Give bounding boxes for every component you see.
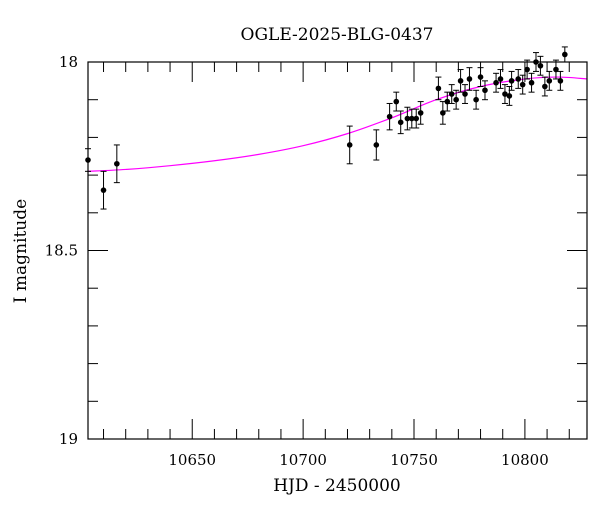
data-point-group (417, 101, 424, 125)
data-point (397, 119, 404, 126)
data-point (557, 78, 564, 84)
data-point (502, 91, 508, 97)
data-point (114, 160, 120, 167)
data-point-group (444, 91, 451, 112)
data-point (435, 85, 442, 92)
data-point (493, 79, 499, 86)
data-point (506, 93, 513, 99)
x-tick-label: 10650 (168, 451, 216, 469)
plot-frame (87, 61, 588, 440)
data-point (373, 142, 380, 148)
data-point-group (100, 170, 107, 210)
data-point (453, 96, 459, 103)
data-point-group (481, 80, 488, 101)
data-point (448, 91, 455, 97)
y-tick-label: 18.5 (45, 242, 78, 260)
data-point-group (413, 108, 420, 129)
data-point (508, 78, 515, 84)
x-tick-label: 10750 (390, 451, 438, 469)
data-point (477, 74, 484, 80)
data-point-group (404, 106, 411, 131)
data-point (462, 91, 468, 97)
data-point-group (477, 67, 484, 88)
data-point (515, 76, 522, 82)
data-point (473, 96, 479, 103)
data-point-group (497, 69, 504, 89)
data-point-group (462, 84, 469, 104)
y-axis-label: I magnitude (11, 199, 31, 303)
data-point-group (393, 91, 400, 112)
data-point (537, 62, 544, 69)
data-point (393, 98, 400, 105)
data-point (457, 78, 464, 84)
data-point-group (439, 101, 446, 125)
data-point-group (113, 144, 120, 184)
y-tick-label: 19 (59, 430, 78, 448)
y-tick-label: 18 (59, 53, 78, 71)
data-point (386, 113, 393, 120)
data-point (519, 81, 526, 88)
data-point-group (346, 125, 353, 165)
data-point-group (493, 72, 500, 93)
data-point-group (541, 76, 548, 97)
data-point-group (373, 129, 380, 161)
data-point-group (546, 70, 553, 91)
data-point-group (397, 110, 404, 135)
data-point-group (466, 67, 473, 91)
x-tick-label: 10700 (279, 451, 327, 469)
data-point-group (561, 46, 568, 63)
data-point (482, 87, 488, 94)
data-point-group (386, 102, 393, 131)
data-point (408, 115, 415, 122)
data-point-group (448, 84, 455, 104)
data-point (346, 142, 353, 148)
axis-tick-labels: 10650 10700 10750 10800 18 18.5 19 (45, 53, 549, 469)
data-point-group (457, 69, 464, 93)
data-point (542, 83, 548, 90)
data-point (562, 51, 568, 58)
model-curve (87, 76, 588, 172)
data-point-group (506, 86, 513, 106)
data-point-group (524, 59, 531, 80)
data-point-group (508, 70, 515, 91)
data-point (497, 76, 504, 82)
data-point (524, 66, 530, 73)
chart-title: OGLE-2025-BLG-0437 (241, 25, 434, 45)
data-point-group (528, 72, 535, 93)
data-points-layer (85, 46, 568, 210)
data-point-group (473, 89, 480, 110)
x-tick-label: 10800 (501, 451, 549, 469)
data-point (528, 79, 535, 86)
data-point-group (453, 89, 460, 110)
data-point (466, 76, 473, 82)
x-axis-label: HJD - 2450000 (273, 476, 401, 496)
data-point (440, 110, 446, 116)
data-point (546, 78, 553, 84)
model-curve-layer (87, 76, 588, 172)
data-point-group (408, 108, 415, 129)
data-point-group (515, 69, 522, 89)
data-point (413, 115, 420, 122)
data-point (100, 187, 107, 193)
data-point-group (519, 74, 526, 95)
data-point (444, 98, 451, 105)
data-point (417, 110, 424, 116)
data-point-group (537, 55, 544, 76)
data-point (553, 66, 559, 73)
data-point-group (501, 84, 508, 104)
data-point-group (557, 70, 564, 91)
data-point-group (435, 76, 442, 101)
axis-ticks (88, 61, 587, 440)
data-point-group (552, 59, 559, 80)
data-point (404, 115, 411, 122)
